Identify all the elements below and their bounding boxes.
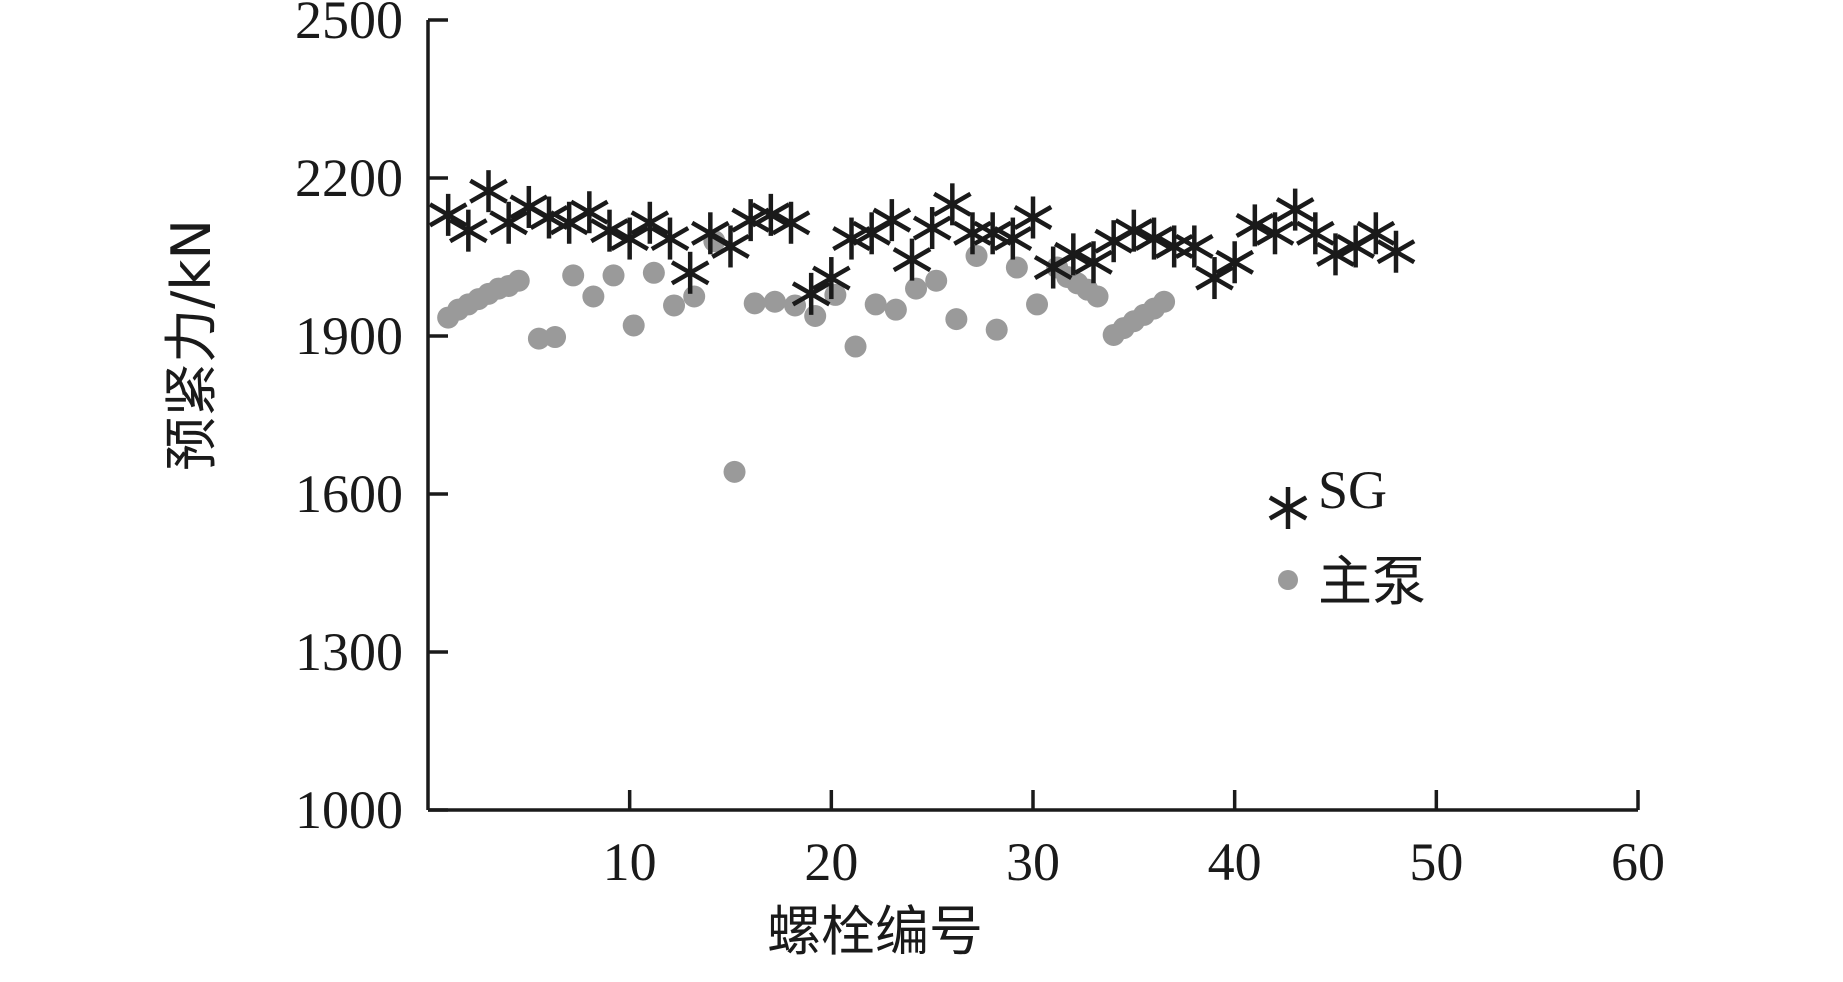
data-point-pump (527, 327, 550, 350)
axes (426, 20, 1638, 812)
data-point-sg (1134, 217, 1174, 260)
data-point-sg (892, 238, 932, 281)
data-point-sg (912, 207, 952, 250)
data-point-sg (449, 209, 488, 252)
data-point-sg (1195, 257, 1234, 300)
data-point-sg (751, 193, 791, 236)
data-point-sg (1316, 233, 1355, 276)
legend: SG 主泵 (1268, 460, 1426, 613)
data-point-sg (872, 199, 912, 242)
data-point-sg (1054, 233, 1093, 276)
data-point-pump (925, 269, 948, 292)
data-point-sg (791, 272, 831, 315)
data-point-pump (622, 314, 645, 337)
data-point-pump (884, 298, 907, 321)
data-point-pump (743, 292, 766, 315)
legend-sg-glyph (1268, 487, 1308, 529)
y-axis-title: 预紧力/kN (160, 219, 223, 471)
data-point-sg (590, 209, 629, 252)
data-point-pump (864, 293, 887, 316)
data-point-sg (670, 251, 710, 294)
data-point-pump (663, 294, 686, 317)
data-point-sg (630, 201, 670, 244)
x-axis-title: 螺栓编号 (767, 900, 983, 963)
data-point-sg (1013, 196, 1053, 239)
data-point-sg (1235, 204, 1275, 247)
legend-marker-pump (1278, 570, 1298, 590)
data-point-sg (469, 170, 508, 213)
data-point-pump (945, 308, 968, 331)
data-point-sg (973, 212, 1012, 255)
data-point-sg (650, 217, 690, 260)
data-point-sg (1296, 212, 1335, 255)
y-tick-label: 2200 (295, 148, 403, 208)
legend-marker-sg (1268, 487, 1308, 529)
marks (428, 170, 1416, 483)
data-point-pump (1086, 285, 1109, 308)
data-point-pump (965, 244, 988, 267)
x-tick-label: 20 (804, 832, 858, 892)
y-tick-label: 1900 (295, 306, 403, 366)
data-point-sg (1376, 230, 1416, 273)
ticks: 1000 1300 1600 1900 2200 2500 10 20 30 40 50 60 (295, 0, 1665, 892)
data-point-sg (529, 196, 569, 239)
y-tick-label: 2500 (295, 0, 403, 50)
data-point-sg (711, 225, 750, 268)
data-point-sg (731, 199, 770, 242)
data-point-sg (771, 201, 811, 244)
data-point-pump (1026, 293, 1049, 316)
x-tick-label: 60 (1611, 832, 1665, 892)
data-point-pump (1005, 256, 1028, 279)
x-tick-label: 30 (1006, 832, 1060, 892)
data-point-sg (1215, 241, 1254, 284)
data-point-pump (562, 264, 585, 287)
data-point-sg (1356, 212, 1396, 255)
data-point-pump (844, 335, 867, 358)
data-point-pump (507, 269, 530, 292)
data-point-pump (985, 318, 1008, 341)
data-point-pump (602, 264, 625, 287)
data-point-pump (804, 304, 827, 327)
data-point-pump (723, 460, 746, 483)
y-tick-label: 1300 (295, 622, 403, 682)
data-point-pump (763, 290, 786, 313)
data-point-sg (610, 217, 649, 260)
data-point-sg (993, 217, 1033, 260)
legend-label-sg: SG (1318, 460, 1387, 520)
x-tick-label: 50 (1409, 832, 1463, 892)
data-point-sg (832, 217, 871, 260)
data-point-sg (953, 212, 992, 255)
data-point-sg (428, 193, 468, 236)
data-point-sg (933, 183, 972, 226)
data-point-sg (1175, 225, 1214, 268)
data-point-sg (570, 191, 609, 234)
data-point-sg (489, 201, 528, 244)
y-tick-label: 1000 (295, 780, 403, 840)
x-tick-label: 40 (1208, 832, 1262, 892)
data-point-pump (582, 285, 605, 308)
data-point-sg (1074, 241, 1113, 284)
data-point-pump (1153, 290, 1176, 313)
data-point-pump (905, 277, 928, 300)
legend-label-pump: 主泵 (1318, 550, 1426, 613)
data-point-sg (812, 257, 851, 300)
data-point-pump (544, 326, 567, 349)
data-point-sg (691, 212, 730, 255)
y-tick-label: 1600 (295, 464, 403, 524)
x-tick-label: 10 (603, 832, 657, 892)
data-point-pump (683, 285, 706, 308)
data-point-sg (1114, 209, 1154, 252)
data-point-pump (642, 261, 665, 284)
data-point-sg (1275, 188, 1315, 231)
data-point-sg (1255, 212, 1295, 255)
